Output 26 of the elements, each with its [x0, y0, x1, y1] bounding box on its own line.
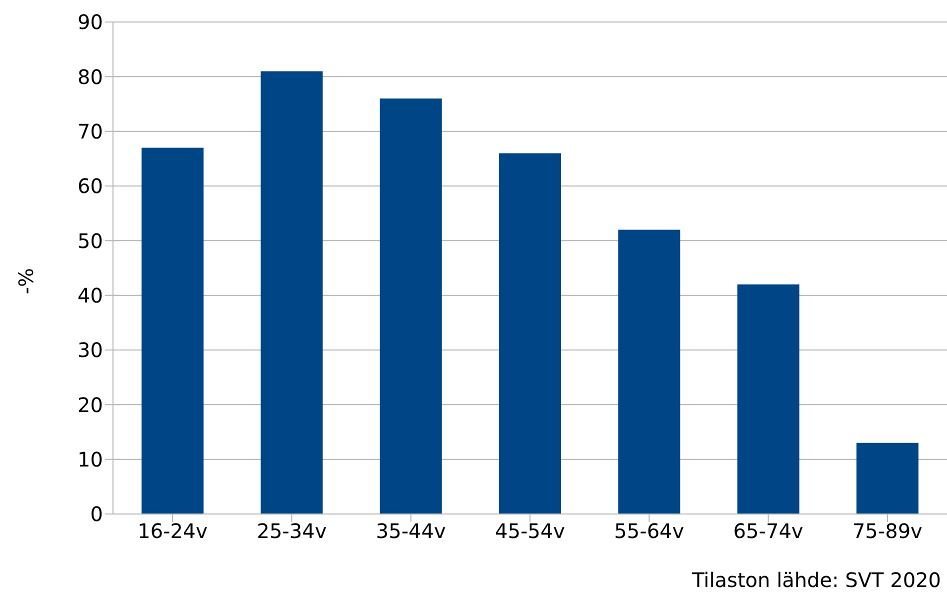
bar: [499, 153, 562, 514]
bar: [737, 284, 800, 514]
x-tick-label: 55-64v: [614, 519, 684, 544]
bar: [380, 98, 442, 514]
x-tick-label: 45-54v: [495, 519, 566, 544]
y-tick-label: 10: [78, 447, 103, 472]
bar: [142, 148, 204, 514]
y-tick-label: 80: [78, 64, 103, 89]
x-tick-label: 16-24v: [138, 519, 208, 544]
y-tick-label: 20: [78, 392, 103, 417]
y-tick-label: 50: [78, 228, 103, 253]
y-tick-label: 0: [90, 502, 103, 526]
bar: [618, 230, 680, 514]
y-tick-label: 30: [78, 338, 103, 362]
y-axis-title: -%: [14, 268, 38, 294]
y-tick-label: 60: [78, 174, 103, 198]
x-tick-label: 65-74v: [733, 519, 804, 544]
x-tick-label: 75-89v: [852, 519, 923, 544]
text: Tilaston lähde: SVT 2020: [691, 568, 942, 592]
bar: [260, 71, 323, 514]
bar: [856, 442, 918, 514]
y-tick-label: 90: [78, 10, 103, 34]
x-tick-label: 35-44v: [376, 519, 446, 544]
y-tick-label: 40: [78, 283, 103, 308]
x-tick-label: 25-34v: [256, 519, 327, 544]
y-tick-label: 70: [78, 119, 103, 144]
